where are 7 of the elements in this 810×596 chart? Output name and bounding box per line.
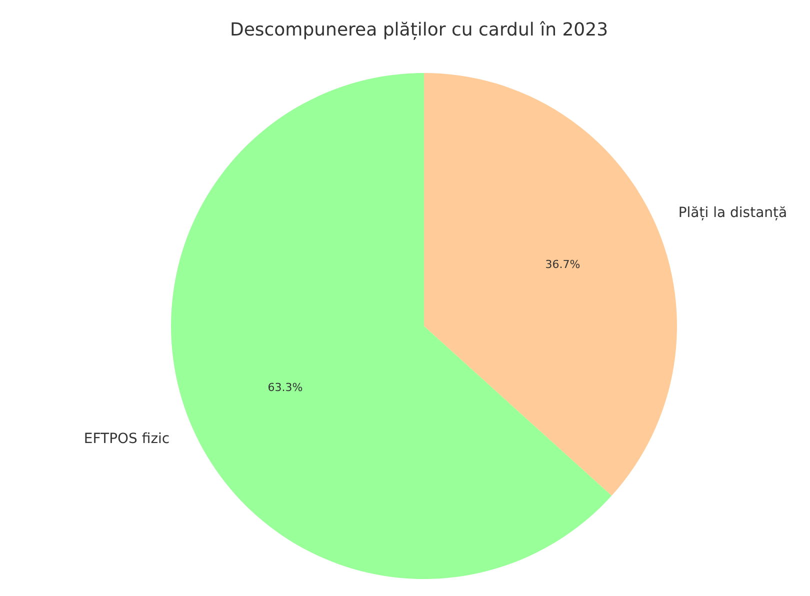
data-label: 36.7%	[545, 258, 580, 271]
slice-label: EFTPOS fizic	[84, 430, 170, 447]
data-label: 63.3%	[268, 381, 303, 394]
pie-slice	[424, 73, 677, 496]
pie-slice	[171, 73, 612, 579]
slice-label: Plăți la distanță	[678, 205, 788, 222]
chart-title: Descompunerea plăților cu cardul în 2023	[230, 20, 608, 40]
